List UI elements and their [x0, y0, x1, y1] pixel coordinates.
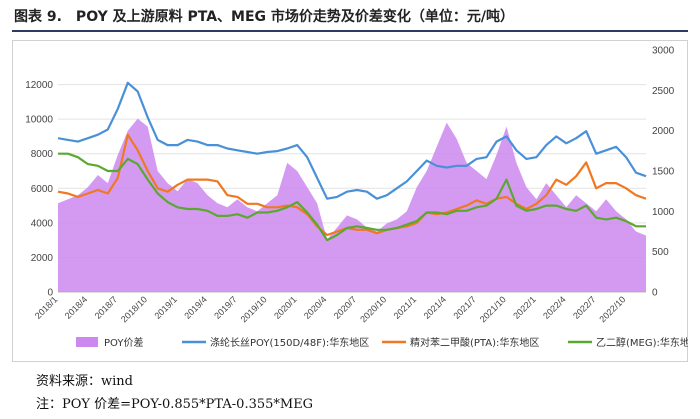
- x-tick-label: 2022/10: [597, 294, 627, 324]
- y2-tick-label: 500: [652, 247, 669, 258]
- y-tick-label: 12000: [25, 80, 53, 91]
- series-line-2: [57, 133, 647, 237]
- x-tick-label: 2021/10: [478, 294, 508, 324]
- series-line-3: [58, 152, 646, 242]
- source-note: 资料来源：wind: [36, 374, 133, 389]
- x-tick-label: 2022/4: [541, 294, 568, 321]
- y-tick-label: 10000: [25, 115, 53, 126]
- x-tick-label: 2020/10: [358, 294, 388, 324]
- x-tick-label: 2018/1: [33, 294, 60, 321]
- x-tick-label: 2022/7: [571, 294, 598, 321]
- y-tick-label: 4000: [31, 218, 54, 229]
- y2-tick-label: 2000: [652, 126, 675, 137]
- x-tick-label: 2021/1: [392, 294, 419, 321]
- x-tick-label: 2021/7: [451, 294, 478, 321]
- x-tick-label: 2020/7: [332, 294, 359, 321]
- x-tick-label: 2020/1: [272, 294, 299, 321]
- x-tick-label: 2022/1: [511, 294, 538, 321]
- y2-tick-label: 0: [652, 288, 658, 299]
- series-line-1: [57, 81, 647, 200]
- x-tick-label: 2018/4: [63, 294, 90, 321]
- y2-tick-label: 2500: [652, 86, 675, 97]
- y2-tick-label: 1000: [652, 207, 675, 218]
- x-tick-label: 2021/4: [422, 294, 449, 321]
- legend-label: POY价差: [104, 336, 143, 349]
- x-tick-label: 2018/10: [119, 294, 149, 324]
- x-tick-label: 2019/10: [239, 294, 269, 324]
- series-area-poy-spread: [58, 118, 646, 292]
- y-tick-label: 8000: [31, 149, 54, 160]
- y-tick-label: 0: [47, 288, 53, 299]
- legend-label: 涤纶长丝POY(150D/48F):华东地区: [210, 336, 369, 349]
- x-tick-label: 2020/4: [302, 294, 329, 321]
- y-tick-label: 2000: [31, 253, 54, 264]
- legend-label: 乙二醇(MEG):华东地区: [596, 336, 688, 349]
- legend-label: 精对苯二甲酸(PTA):华东地区: [410, 336, 539, 349]
- x-tick-label: 2019/7: [212, 294, 239, 321]
- y2-tick-label: 1500: [652, 167, 675, 178]
- poy-pta-meg-chart: 0 2000 4000 6000 8000 10000 12000 0 500 1000 1500 2…: [25, 46, 688, 350]
- formula-note: 注：POY 价差=POY-0.855*PTA-0.355*MEG: [36, 397, 314, 412]
- y2-tick-label: 3000: [652, 46, 675, 57]
- figure-title: 图表 9. POY 及上游原料 PTA、MEG 市场价走势及价差变化（单位：元/…: [14, 9, 515, 25]
- x-tick-label: 2019/4: [182, 294, 209, 321]
- title-rule: [12, 30, 688, 32]
- x-tick-label: 2018/7: [93, 294, 120, 321]
- x-tick-label: 2019/1: [152, 294, 179, 321]
- y-tick-label: 6000: [31, 184, 54, 195]
- legend-swatch-area: [76, 337, 98, 347]
